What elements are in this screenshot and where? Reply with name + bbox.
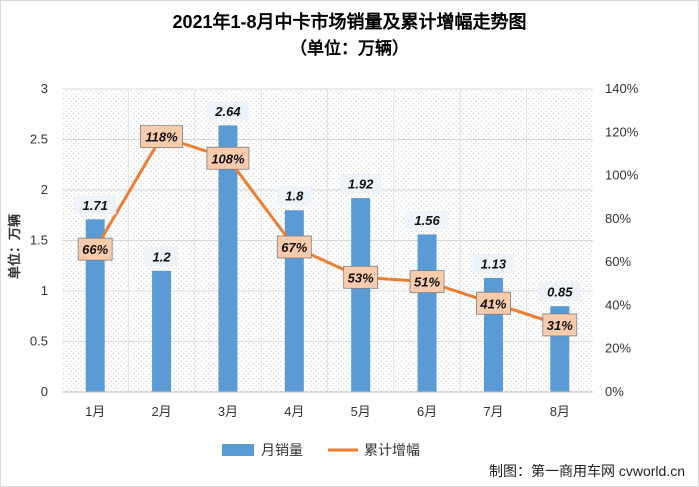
y2-tick-label: 80% [605, 211, 631, 226]
line-label-box [276, 235, 312, 259]
y-tick-label: 2.5 [30, 132, 48, 147]
x-tick-label: 7月 [483, 404, 503, 419]
line-label-box [343, 265, 379, 289]
bar-label-bg [74, 195, 117, 215]
bar-label-bg [144, 246, 179, 266]
x-tick-label: 8月 [550, 404, 570, 419]
bar-value-label: 1.92 [348, 177, 374, 192]
y2-tick-label: 100% [605, 168, 639, 183]
line-label-box [542, 313, 578, 337]
line-value-label: 67% [281, 240, 307, 255]
line-label-box [476, 291, 511, 315]
bar-value-label: 1.8 [285, 189, 304, 204]
bar-label-bg [206, 101, 249, 121]
y-tick-label: 0.5 [30, 334, 48, 349]
bar-label-bg [406, 210, 449, 230]
x-tick-label: 2月 [151, 404, 171, 419]
y-tick-label: 0 [41, 384, 48, 399]
bar-monthly-sales [417, 234, 437, 392]
line-label-box [409, 270, 445, 294]
bar-label-bg [538, 282, 581, 302]
bar-value-label: 1.71 [83, 198, 108, 213]
y2-tick-label: 40% [605, 297, 631, 312]
bar-label-bg [472, 253, 515, 273]
line-value-label: 31% [547, 318, 573, 333]
line-value-label: 53% [348, 270, 374, 285]
credit-text: 制图：第一商用车网 cvworld.cn [488, 463, 685, 479]
bar-monthly-sales [85, 219, 105, 392]
bar-value-label: 0.85 [547, 285, 573, 300]
y-tick-label: 1.5 [30, 233, 48, 248]
x-tick-label: 6月 [417, 404, 437, 419]
y-tick-label: 3 [41, 81, 48, 96]
line-value-label: 118% [145, 130, 178, 145]
x-tick-label: 5月 [351, 404, 371, 419]
bar-value-label: 1.56 [414, 213, 440, 228]
chart-subtitle: （单位：万辆） [290, 39, 409, 58]
line-label-box [140, 125, 183, 149]
y2-tick-label: 60% [605, 254, 631, 269]
bar-value-label: 1.13 [481, 256, 507, 271]
bar-monthly-sales [351, 198, 371, 392]
y2-tick-label: 0% [605, 384, 624, 399]
legend-label-line: 累计增幅 [364, 442, 420, 458]
bar-label-bg [277, 186, 312, 206]
line-label-box [206, 146, 250, 170]
y-tick-label: 1 [41, 283, 48, 298]
line-value-label: 41% [479, 296, 506, 311]
bar-label-bg [339, 174, 382, 194]
line-value-label: 66% [82, 242, 108, 257]
line-label-box [77, 237, 113, 261]
y2-tick-label: 140% [605, 81, 639, 96]
line-value-label: 108% [211, 151, 245, 166]
y2-tick-label: 20% [605, 341, 631, 356]
x-tick-label: 1月 [85, 404, 105, 419]
bar-monthly-sales [218, 125, 238, 393]
bar-monthly-sales [152, 270, 172, 392]
y2-tick-label: 120% [605, 124, 639, 139]
legend-swatch-bar [222, 444, 254, 456]
bar-value-label: 1.2 [153, 249, 172, 264]
line-value-label: 51% [414, 275, 440, 290]
y-axis-label: 单位：万辆 [7, 214, 22, 279]
bar-value-label: 2.64 [214, 104, 241, 119]
x-tick-label: 3月 [218, 404, 238, 419]
legend-label-bar: 月销量 [261, 442, 303, 458]
chart-title: 2021年1-8月中卡市场销量及累计增幅走势图 [172, 12, 527, 32]
y-tick-label: 2 [41, 182, 48, 197]
x-tick-label: 4月 [284, 404, 304, 419]
